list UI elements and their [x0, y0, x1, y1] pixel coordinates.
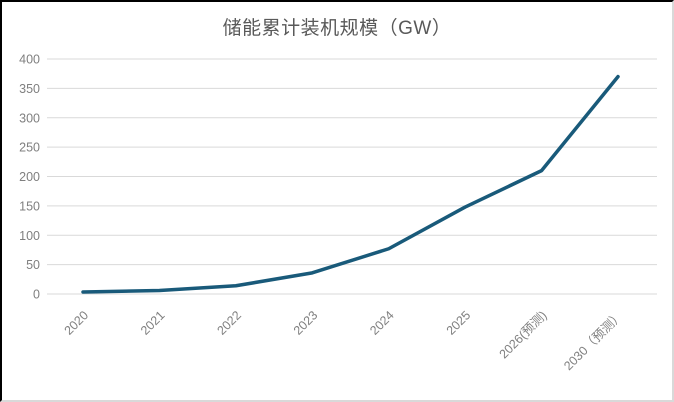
data-series-line	[81, 74, 620, 294]
y-axis-tick-label: 150	[19, 199, 40, 213]
x-axis-tick-label: 2024	[367, 308, 397, 338]
y-axis-tick-label: 50	[26, 258, 40, 272]
y-axis-tick-label: 400	[19, 53, 40, 67]
x-axis-tick-label: 2022	[214, 308, 244, 338]
y-axis-tick-label: 250	[19, 141, 40, 155]
y-axis-tick-label: 200	[19, 170, 40, 184]
chart-title: 储能累计装机规模（GW）	[222, 18, 452, 39]
x-axis-tick-label: 2026(预测)	[497, 308, 550, 361]
y-axis-tick-label: 0	[33, 288, 40, 302]
x-axis-tick-label: 2030（预测）	[561, 308, 626, 373]
y-axis-tick-label: 300	[19, 111, 40, 125]
x-axis-tick-label: 2020	[62, 308, 92, 338]
y-axis-tick-label: 350	[19, 82, 40, 96]
x-axis-tick-label: 2025	[444, 308, 474, 338]
y-axis-tick-label: 100	[19, 229, 40, 243]
x-axis-tick-label: 2021	[138, 308, 168, 338]
x-axis-tick-label: 2023	[291, 308, 321, 338]
